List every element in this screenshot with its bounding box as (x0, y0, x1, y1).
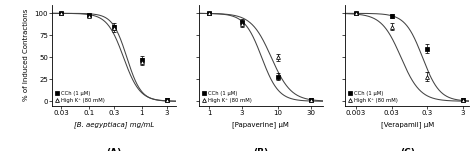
X-axis label: [B. aegyptiaca] mg/mL: [B. aegyptiaca] mg/mL (74, 121, 155, 128)
X-axis label: [Verapamil] μM: [Verapamil] μM (381, 121, 434, 128)
Legend: CCh (1 μM), High K⁺ (80 mM): CCh (1 μM), High K⁺ (80 mM) (348, 91, 399, 103)
Legend: CCh (1 μM), High K⁺ (80 mM): CCh (1 μM), High K⁺ (80 mM) (55, 91, 106, 103)
Text: (B): (B) (253, 148, 268, 151)
X-axis label: [Papaverine] μM: [Papaverine] μM (232, 121, 289, 128)
Text: (A): (A) (107, 148, 122, 151)
Text: (C): (C) (400, 148, 415, 151)
Y-axis label: % of Induced Contractions: % of Induced Contractions (23, 9, 29, 101)
Legend: CCh (1 μM), High K⁺ (80 mM): CCh (1 μM), High K⁺ (80 mM) (201, 91, 252, 103)
